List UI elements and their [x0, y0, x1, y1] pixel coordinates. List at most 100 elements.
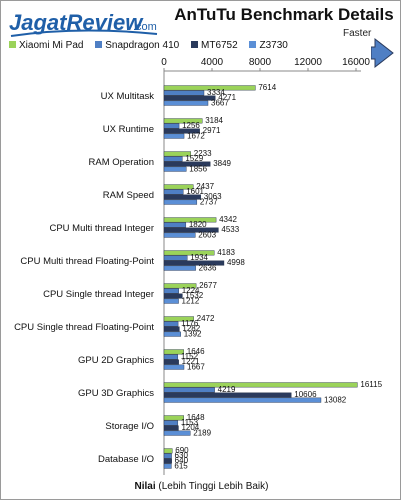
data-label-snapdragon: 630 [175, 451, 189, 460]
bar-snapdragon [163, 222, 187, 228]
bar-snapdragon [163, 189, 184, 195]
bar-z3730 [163, 331, 181, 337]
x-tick-label: 4000 [201, 57, 224, 68]
bar-snapdragon [163, 387, 215, 393]
bar-mt6752 [163, 194, 201, 200]
legend-label-z3730: Z3730 [259, 40, 288, 51]
x-tick-label: 8000 [249, 57, 272, 68]
bar-xiaomi [163, 283, 197, 289]
faster-arrow-icon [371, 37, 394, 69]
data-label-xiaomi: 2233 [194, 149, 212, 158]
x-tick-label: 0 [161, 57, 167, 68]
category-label: CPU Single thread Floating-Point [14, 322, 154, 333]
data-label-mt6752: 3849 [213, 159, 231, 168]
category-label: CPU Single thread Integer [43, 289, 154, 300]
data-label-mt6752: 4271 [218, 93, 236, 102]
data-label-snapdragon: 1176 [181, 319, 199, 328]
category-label: RAM Operation [89, 157, 154, 168]
bar-mt6752 [163, 425, 179, 431]
data-label-z3730: 2189 [193, 428, 211, 437]
data-label-z3730: 1392 [184, 329, 202, 338]
bar-snapdragon [163, 255, 188, 261]
bar-snapdragon [163, 123, 180, 129]
bar-snapdragon [163, 354, 179, 360]
legend-item-xiaomi: Xiaomi Mi Pad [9, 40, 83, 51]
data-label-xiaomi: 2437 [196, 182, 214, 191]
data-label-xiaomi: 2677 [199, 281, 217, 290]
bar-z3730 [163, 298, 179, 304]
legend-item-mt6752: MT6752 [191, 40, 238, 51]
chart-title: AnTuTu Benchmark Details [174, 5, 394, 24]
category-label: UX Runtime [103, 124, 154, 135]
data-label-z3730: 13082 [324, 395, 347, 404]
data-label-mt6752: 1221 [182, 357, 200, 366]
bar-snapdragon [163, 90, 205, 96]
bar-mt6752 [163, 161, 211, 167]
data-label-xiaomi: 690 [175, 446, 189, 455]
faster-label: Faster [343, 28, 372, 39]
bar-z3730 [163, 397, 322, 403]
bar-mt6752 [163, 392, 292, 398]
data-label-xiaomi: 16115 [360, 380, 382, 389]
data-label-snapdragon: 1153 [181, 418, 199, 427]
bar-z3730 [163, 265, 196, 271]
data-label-mt6752: 640 [175, 456, 189, 465]
data-label-mt6752: 1282 [182, 324, 200, 333]
legend-swatch-xiaomi [9, 40, 16, 48]
data-label-xiaomi: 3184 [205, 116, 223, 125]
bar-xiaomi [163, 184, 194, 190]
data-label-xiaomi: 7614 [258, 83, 276, 92]
legend-label-xiaomi: Xiaomi Mi Pad [19, 40, 84, 51]
legend-swatch-mt6752 [191, 40, 198, 48]
category-label: CPU Multi thread Floating-Point [20, 256, 154, 267]
bar-mt6752 [163, 260, 225, 266]
category-label: GPU 2D Graphics [78, 355, 154, 366]
category-label: Database I/O [98, 454, 154, 465]
data-label-xiaomi: 1648 [187, 413, 205, 422]
data-label-snapdragon: 1601 [186, 187, 204, 196]
data-label-mt6752: 4998 [227, 258, 245, 267]
data-label-mt6752: 3063 [204, 192, 222, 201]
legend-item-z3730: Z3730 [249, 40, 288, 51]
data-label-snapdragon: 1934 [190, 253, 208, 262]
data-label-mt6752: 1204 [181, 423, 199, 432]
data-label-z3730: 2737 [200, 197, 218, 206]
data-label-mt6752: 2971 [203, 126, 221, 135]
x-tick-label: 12000 [294, 57, 322, 68]
bar-z3730 [163, 199, 198, 205]
data-label-z3730: 1856 [189, 164, 207, 173]
data-label-snapdragon: 1529 [185, 154, 203, 163]
x-tick-label: 16000 [342, 57, 370, 68]
bar-mt6752 [163, 128, 200, 134]
bar-mt6752 [163, 293, 183, 299]
bar-mt6752 [163, 359, 179, 365]
bar-snapdragon [163, 288, 179, 294]
bar-snapdragon [163, 321, 179, 327]
data-label-z3730: 2603 [198, 230, 216, 239]
data-label-z3730: 1672 [187, 131, 205, 140]
x-axis-label: Nilai (Lebih Tinggi Lebih Baik) [1, 481, 400, 492]
chart-legend: Xiaomi Mi Pad Snapdragon 410 MT6752 Z373… [9, 40, 297, 51]
data-label-xiaomi: 4183 [217, 248, 235, 257]
category-label: GPU 3D Graphics [78, 388, 154, 399]
bar-z3730 [163, 232, 196, 238]
bar-mt6752 [163, 326, 180, 332]
bar-z3730 [163, 430, 191, 436]
bar-snapdragon [163, 156, 183, 162]
bar-z3730 [163, 133, 185, 139]
category-label: UX Multitask [101, 91, 155, 102]
legend-item-snapdragon: Snapdragon 410 [95, 40, 179, 51]
legend-label-snapdragon: Snapdragon 410 [105, 40, 180, 51]
data-label-xiaomi: 4342 [219, 215, 237, 224]
data-label-xiaomi: 2472 [197, 314, 215, 323]
bar-snapdragon [163, 420, 179, 426]
bar-z3730 [163, 166, 187, 172]
data-label-snapdragon: 3334 [207, 88, 225, 97]
legend-swatch-z3730 [249, 40, 257, 48]
bar-xiaomi [163, 85, 256, 91]
legend-swatch-snapdragon [95, 40, 103, 48]
bar-mt6752 [163, 95, 216, 101]
data-label-snapdragon: 1152 [181, 352, 199, 361]
data-label-snapdragon: 1820 [189, 220, 207, 229]
